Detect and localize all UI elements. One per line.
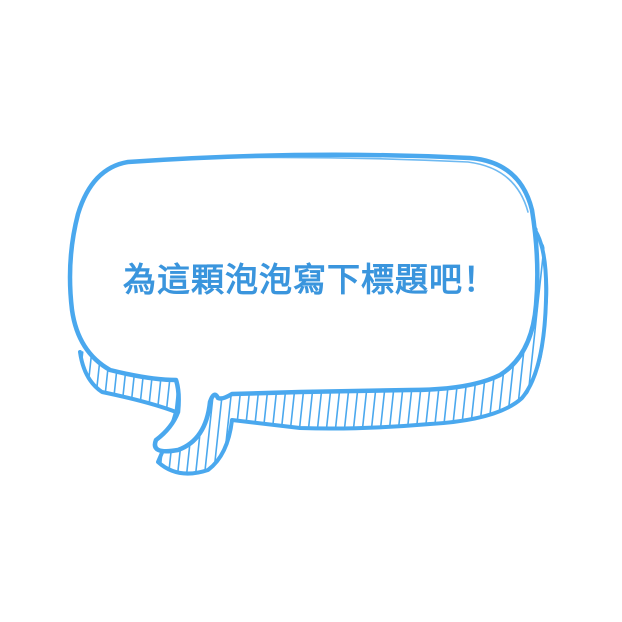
hatch-line xyxy=(591,200,621,480)
hatch-line xyxy=(555,200,585,480)
hatch-line xyxy=(573,200,603,480)
hatch-line xyxy=(582,200,612,480)
hatch-line xyxy=(545,220,549,474)
hatch-line xyxy=(564,200,594,480)
bubble-outline xyxy=(67,152,540,454)
bubble-title: 為這顆泡泡寫下標題吧！ xyxy=(123,260,497,299)
